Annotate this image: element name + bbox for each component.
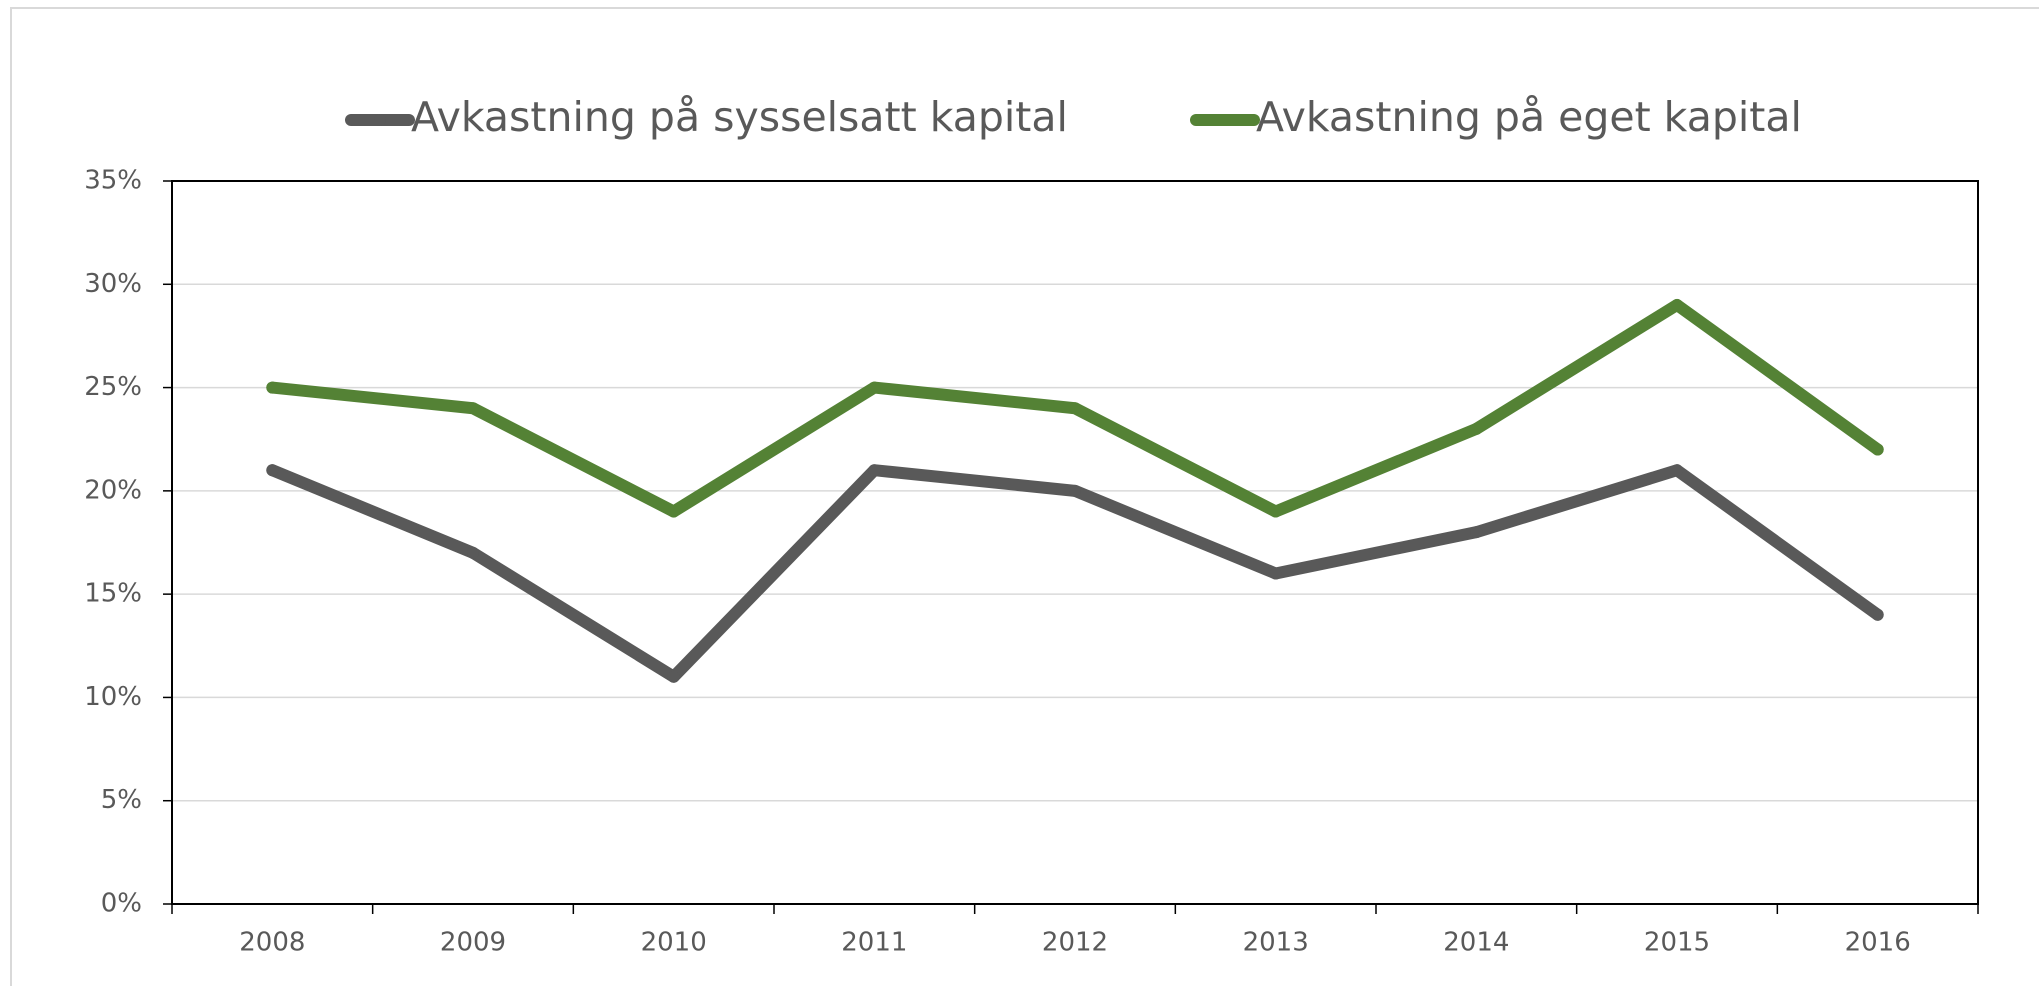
y-tick-label: 5% bbox=[101, 785, 142, 815]
x-tick-label: 2009 bbox=[440, 928, 506, 958]
legend-label: Avkastning på sysselsatt kapital bbox=[411, 93, 1068, 141]
x-tick-label: 2014 bbox=[1443, 928, 1509, 958]
point-marker bbox=[467, 546, 479, 559]
point-marker bbox=[868, 381, 881, 394]
x-tick-label: 2015 bbox=[1644, 928, 1710, 958]
legend-marker bbox=[1219, 114, 1231, 126]
x-tick-label: 2012 bbox=[1042, 928, 1108, 958]
point-marker bbox=[266, 381, 279, 394]
y-tick-label: 15% bbox=[84, 579, 142, 609]
point-marker bbox=[1671, 298, 1683, 311]
point-marker bbox=[667, 505, 680, 518]
point-marker bbox=[1269, 567, 1282, 580]
x-tick-label: 2008 bbox=[239, 928, 305, 958]
point-marker bbox=[1871, 443, 1884, 456]
point-marker bbox=[667, 670, 680, 683]
point-marker bbox=[1470, 526, 1483, 539]
x-tick-label: 2011 bbox=[841, 928, 907, 958]
y-tick-label: 25% bbox=[84, 372, 142, 402]
point-marker bbox=[1269, 505, 1282, 518]
x-tick-label: 2010 bbox=[641, 928, 707, 958]
point-marker bbox=[1470, 422, 1483, 435]
point-marker bbox=[266, 464, 279, 477]
y-tick-label: 0% bbox=[101, 889, 142, 919]
point-marker bbox=[1069, 402, 1081, 415]
legend-label: Avkastning på eget kapital bbox=[1256, 93, 1802, 141]
x-tick-label: 2016 bbox=[1845, 928, 1911, 958]
y-tick-label: 35% bbox=[84, 166, 142, 196]
point-marker bbox=[1069, 484, 1081, 497]
point-marker bbox=[1871, 608, 1884, 621]
y-tick-label: 20% bbox=[84, 475, 142, 505]
legend-marker bbox=[374, 114, 386, 126]
y-tick-label: 30% bbox=[84, 269, 142, 299]
point-marker bbox=[868, 464, 881, 477]
point-marker bbox=[467, 402, 479, 415]
x-tick-label: 2013 bbox=[1243, 928, 1309, 958]
y-tick-label: 10% bbox=[84, 682, 142, 712]
point-marker bbox=[1671, 464, 1683, 477]
plot-border bbox=[171, 180, 1979, 905]
